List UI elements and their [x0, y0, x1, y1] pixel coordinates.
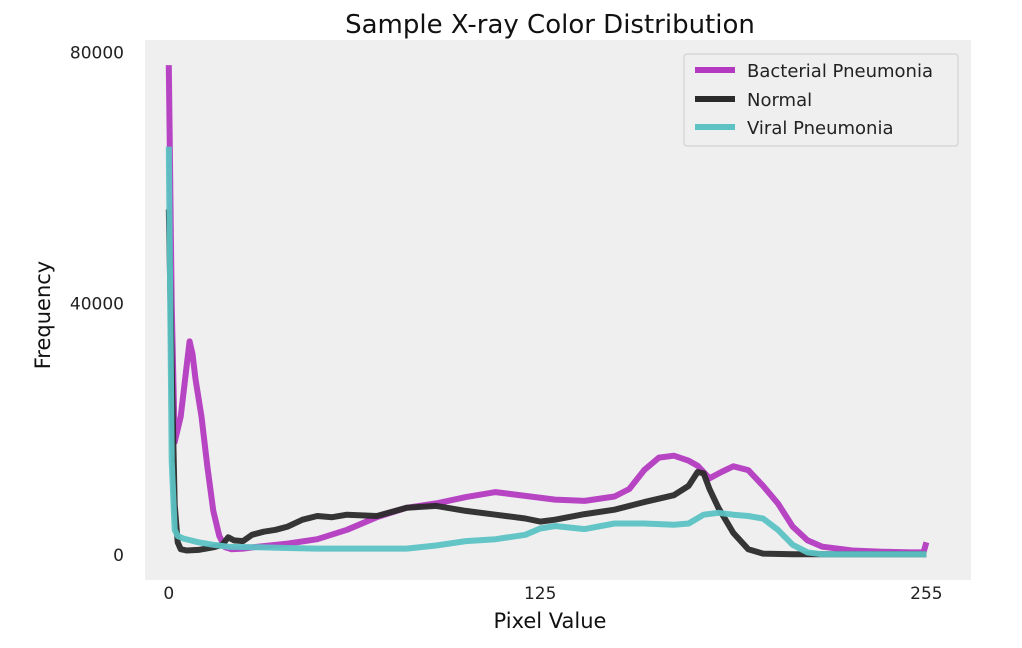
- x-tick-labels: 0 125 255: [163, 584, 942, 604]
- series-line-viral-pneumonia: [165, 146, 927, 558]
- y-tick-labels: 0 40000 80000: [70, 44, 124, 566]
- x-axis-title: Pixel Value: [494, 609, 607, 633]
- y-tick-label: 80000: [70, 44, 124, 64]
- y-tick-label: 0: [113, 546, 124, 566]
- y-axis-title: Frequency: [31, 261, 55, 370]
- series-line-normal: [165, 209, 927, 558]
- chart-title: Sample X-ray Color Distribution: [345, 10, 755, 40]
- legend-label-viral: Viral Pneumonia: [747, 118, 894, 139]
- legend-label-bacterial: Bacterial Pneumonia: [747, 61, 933, 82]
- x-tick-label: 0: [163, 584, 174, 604]
- y-tick-label: 40000: [70, 295, 124, 315]
- legend-label-normal: Normal: [747, 90, 812, 111]
- series-lines: [165, 65, 930, 558]
- x-tick-label: 125: [524, 584, 556, 604]
- legend: Bacterial Pneumonia Normal Viral Pneumon…: [683, 53, 959, 147]
- x-tick-label: 255: [910, 584, 942, 604]
- series-line-bacterial-pneumonia: [165, 65, 930, 556]
- legend-box: [683, 53, 959, 147]
